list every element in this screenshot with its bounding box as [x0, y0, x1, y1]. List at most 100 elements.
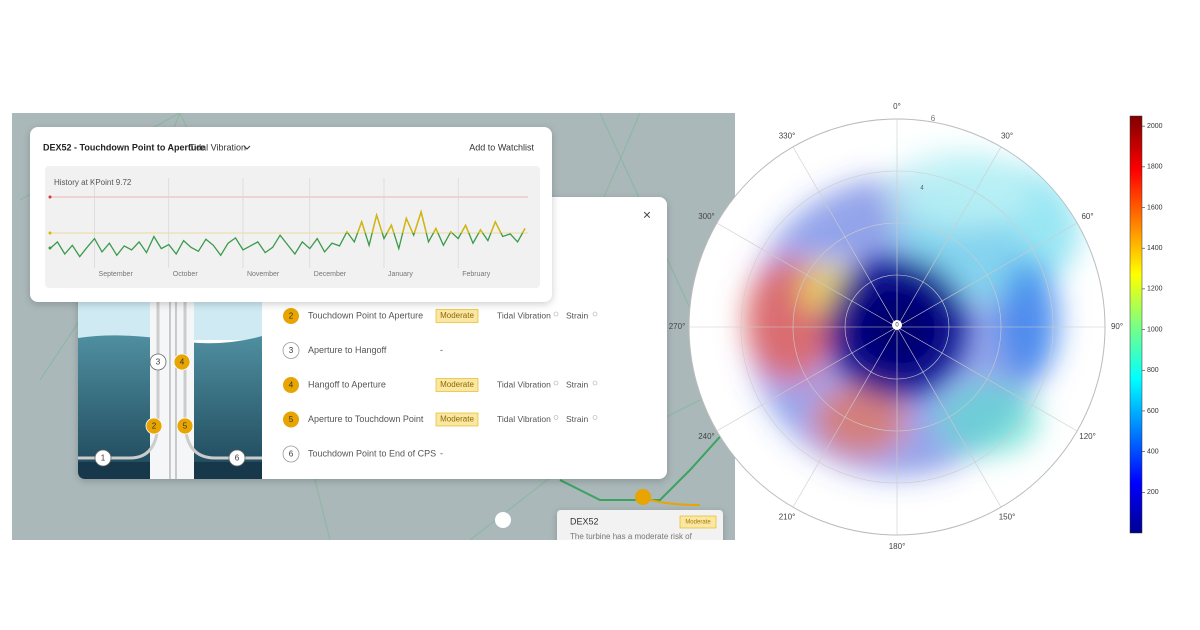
radial-label: 4: [920, 186, 924, 192]
segment-name[interactable]: Touchdown Point to End of CPS: [308, 448, 436, 458]
segment-number: 6: [289, 450, 294, 459]
segment-number: 3: [289, 346, 294, 355]
segment-tag[interactable]: Tidal Vibration: [497, 310, 551, 320]
colorbar-tick-label: 400: [1147, 448, 1159, 455]
threshold-dot: [48, 195, 52, 199]
angle-label: 270°: [669, 322, 686, 331]
diagram-node-label: 4: [180, 358, 185, 367]
help-icon: [592, 415, 598, 420]
tooltip-text: The turbine has a moderate risk of: [570, 532, 693, 541]
radial-label: 6: [931, 114, 936, 123]
colorbar-tick-label: 1200: [1147, 286, 1163, 293]
polar-plot: [688, 118, 1106, 536]
angle-label: 330°: [779, 132, 796, 141]
x-tick-label: December: [314, 271, 347, 278]
watchlist-button[interactable]: Add to Watchlist: [469, 142, 534, 152]
spoke: [896, 146, 1002, 328]
colorbar-tick-label: 800: [1147, 367, 1159, 374]
x-tick-label: October: [173, 271, 199, 278]
diagram-node-label: 1: [101, 454, 106, 463]
diagram-node: [173, 353, 191, 371]
colorbar-tick-label: 200: [1147, 489, 1159, 496]
history-line: [49, 209, 526, 258]
colorbar-tick-label: 1000: [1147, 326, 1163, 333]
x-tick-label: November: [247, 271, 280, 278]
angle-label: 120°: [1079, 432, 1096, 441]
spoke: [716, 222, 898, 328]
angle-label: 240°: [698, 432, 715, 441]
segment-status: -: [440, 345, 443, 355]
segment-number-badge: [283, 377, 299, 393]
spoke: [896, 326, 1002, 508]
status-badge: [435, 378, 479, 392]
angle-label: 300°: [698, 212, 715, 221]
segment-number: 4: [289, 381, 294, 390]
spoke: [896, 326, 1078, 432]
segment-tag[interactable]: Strain: [566, 310, 588, 320]
diagram-node-label: 2: [152, 422, 157, 431]
colorbar-tick-label: 1400: [1147, 245, 1163, 252]
status-badge: [435, 412, 479, 427]
diagram-node: [94, 449, 112, 467]
segment-number: 5: [289, 415, 294, 424]
segment-name[interactable]: Touchdown Point to Aperture: [308, 310, 423, 320]
card-title: DEX52 - Touchdown Point to Aperture: [43, 142, 205, 152]
spoke: [716, 326, 898, 432]
colorbar-tick-label: 2000: [1147, 123, 1163, 130]
dropdown-caret[interactable]: [243, 145, 251, 150]
spoke: [792, 326, 898, 508]
polar-center-label: 0: [895, 323, 899, 329]
diagram-node-label: 5: [183, 422, 188, 431]
diagram-node: [228, 449, 246, 467]
angle-label: 90°: [1111, 322, 1123, 331]
segment-status: -: [440, 448, 443, 458]
metric-dropdown[interactable]: Tidal Vibration: [189, 142, 246, 152]
status-badge: [435, 309, 479, 323]
colorbar-tick-label: 600: [1147, 408, 1159, 415]
diagram-node: [145, 417, 163, 435]
map-pin[interactable]: [495, 512, 511, 528]
diagram-node-label: 3: [156, 358, 161, 367]
help-icon: [553, 380, 559, 386]
segment-number: 2: [289, 312, 294, 321]
help-icon: [592, 380, 598, 386]
diagram-node: [149, 353, 167, 371]
x-tick-label: January: [388, 271, 413, 278]
colorbar-tick-label: 1800: [1147, 164, 1163, 171]
x-tick-label: September: [99, 271, 134, 278]
threshold-dot: [48, 231, 52, 235]
tooltip-status: Moderate: [685, 520, 711, 526]
spoke: [896, 222, 1078, 328]
diagram-node-label: 6: [235, 454, 240, 463]
segment-name[interactable]: Hangoff to Aperture: [308, 379, 386, 389]
segment-tag[interactable]: Strain: [566, 379, 588, 389]
segment-number-badge: [282, 342, 300, 359]
chart-title: History at KPoint 9.72: [54, 178, 132, 187]
segment-status: Moderate: [440, 311, 474, 320]
segment-name[interactable]: Aperture to Touchdown Point: [308, 414, 424, 424]
segment-tag[interactable]: Tidal Vibration: [497, 414, 551, 424]
spoke: [792, 146, 898, 328]
segment-name[interactable]: Aperture to Hangoff: [308, 345, 387, 355]
riser-diagram: [78, 300, 262, 479]
angle-label: 150°: [999, 513, 1016, 522]
segment-number-badge: [283, 308, 299, 324]
help-icon: [592, 311, 598, 317]
tooltip-title: DEX52: [570, 516, 599, 526]
segment-number-badge: [282, 445, 300, 463]
colorbar-tick-label: 1600: [1147, 204, 1163, 211]
close-button[interactable]: ×: [643, 207, 651, 223]
segment-status: Moderate: [440, 415, 474, 424]
map-pin[interactable]: [635, 489, 651, 505]
segment-number-badge: [283, 411, 299, 428]
segment-tag[interactable]: Strain: [566, 414, 588, 424]
help-icon: [553, 415, 559, 420]
x-tick-label: February: [462, 271, 491, 278]
angle-label: 0°: [893, 102, 901, 111]
angle-label: 30°: [1001, 132, 1013, 141]
legend-dot: [48, 246, 52, 250]
segment-tag[interactable]: Tidal Vibration: [497, 379, 551, 389]
diagram-node: [176, 417, 194, 435]
colorbar: [1129, 115, 1143, 534]
